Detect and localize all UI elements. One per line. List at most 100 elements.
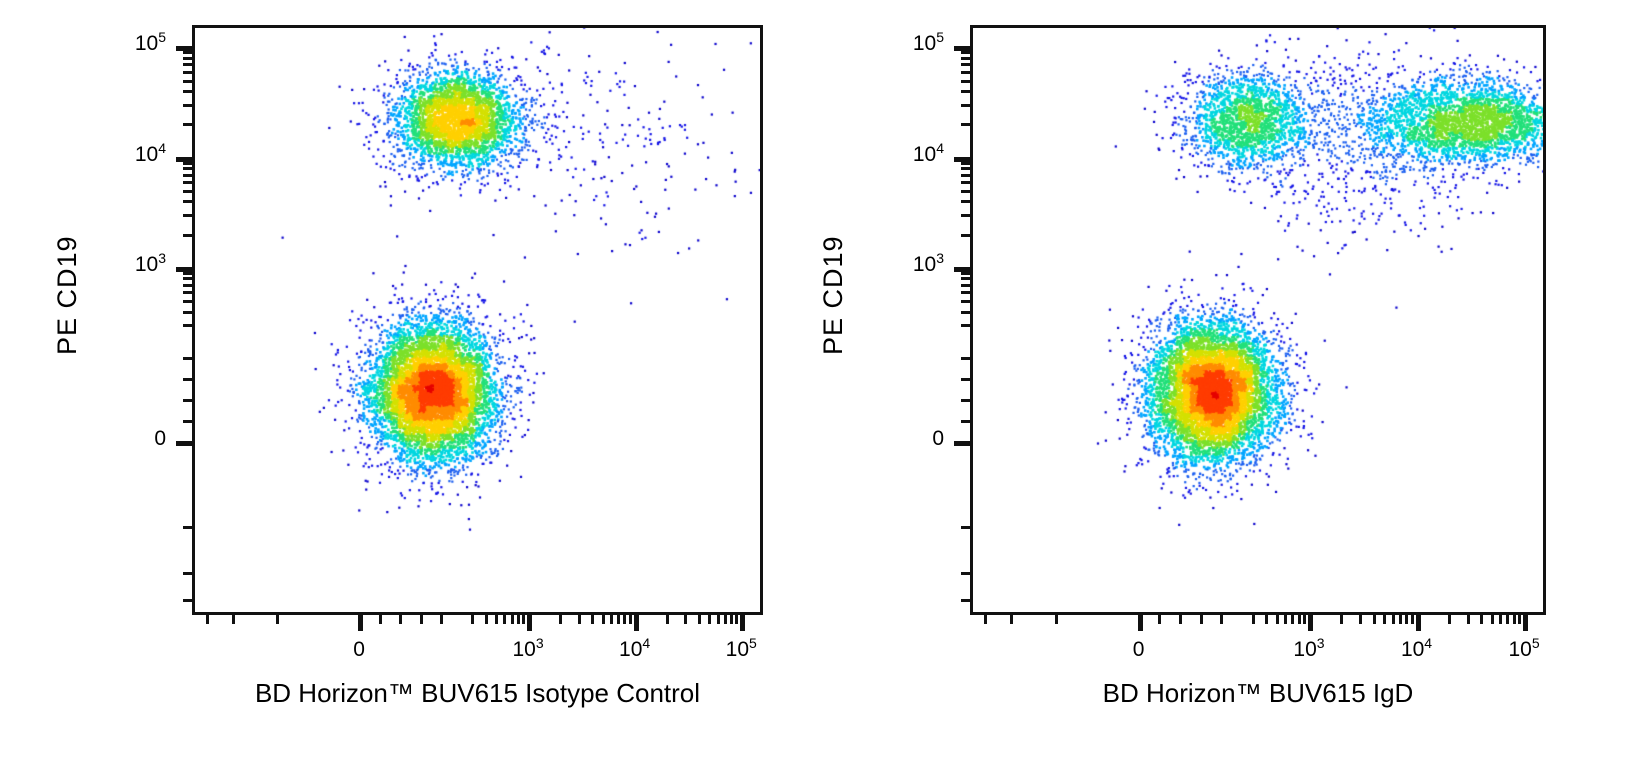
x-major-tick [740, 615, 746, 631]
x-minor-tick [494, 615, 498, 624]
y-minor-tick [183, 123, 192, 127]
y-minor-tick [183, 356, 192, 360]
y-minor-tick [961, 189, 970, 193]
y-minor-tick [961, 399, 970, 403]
y-minor-tick [961, 79, 970, 83]
y-minor-tick [183, 70, 192, 74]
x-tick-label: 103 [1293, 635, 1325, 661]
x-minor-tick [729, 615, 733, 624]
x-minor-tick [591, 615, 595, 624]
x-tick-label: 104 [1400, 635, 1433, 661]
x-minor-tick [1372, 615, 1376, 624]
x-major-tick [633, 615, 639, 631]
y-minor-tick [183, 57, 192, 61]
y-minor-tick [961, 598, 970, 602]
y-minor-tick [183, 310, 192, 314]
x-major-tick [1523, 615, 1529, 631]
y-minor-tick [961, 70, 970, 74]
x-minor-tick [1178, 615, 1182, 624]
x-minor-tick [609, 615, 613, 624]
x-minor-tick [623, 615, 627, 624]
x-minor-tick [1199, 615, 1203, 624]
x-minor-tick [577, 615, 581, 624]
x-minor-tick [503, 615, 507, 624]
y-minor-tick [183, 200, 192, 204]
scatter-plot-left [195, 28, 760, 612]
scatter-canvas-wrap-right [973, 28, 1543, 612]
y-minor-tick [183, 572, 192, 576]
y-minor-tick [183, 214, 192, 218]
y-minor-tick [183, 299, 192, 303]
y-minor-tick [183, 420, 192, 424]
x-minor-tick [1251, 615, 1255, 624]
x-minor-tick [516, 615, 520, 624]
x-minor-tick [1398, 615, 1402, 624]
y-minor-tick [183, 399, 192, 403]
y-minor-tick [183, 291, 192, 295]
y-minor-tick [961, 104, 970, 107]
y-minor-tick [961, 57, 970, 61]
x-minor-tick [684, 615, 688, 624]
x-axis-title-right: BD Horizon™ BUV615 IgD [1102, 678, 1414, 708]
x-minor-tick [617, 615, 621, 624]
x-minor-tick [1512, 615, 1516, 624]
y-tick-label: 104 [134, 139, 166, 166]
y-minor-tick [183, 189, 192, 193]
y-minor-tick [183, 598, 192, 602]
x-tick-label: 0 [353, 638, 365, 661]
y-minor-tick [961, 283, 970, 287]
x-minor-tick [484, 615, 488, 624]
x-minor-tick [1054, 615, 1058, 624]
x-tick-label: 0 [1132, 638, 1145, 661]
x-minor-tick [1284, 615, 1288, 624]
x-major-tick [527, 615, 533, 631]
x-minor-tick [983, 615, 987, 624]
y-minor-tick [961, 161, 970, 165]
x-minor-tick [559, 615, 563, 624]
plot-area-right[interactable] [970, 25, 1546, 615]
x-minor-tick [1297, 615, 1301, 624]
y-minor-tick [183, 526, 192, 530]
y-minor-tick [183, 63, 192, 67]
y-minor-tick [183, 324, 192, 328]
x-minor-tick [1303, 615, 1307, 624]
y-tick-label: 103 [912, 249, 944, 276]
x-minor-tick [522, 615, 526, 624]
y-minor-tick [183, 104, 192, 107]
x-minor-tick [419, 615, 423, 624]
x-minor-tick [1480, 615, 1484, 624]
y-minor-tick [961, 181, 970, 185]
x-minor-tick [665, 615, 669, 624]
x-minor-tick [276, 615, 280, 624]
x-minor-tick [716, 615, 720, 624]
x-minor-tick [471, 615, 475, 624]
y-minor-tick [961, 167, 970, 171]
y-tick-label: 104 [912, 139, 944, 166]
x-tick-label: 104 [619, 635, 651, 661]
x-minor-tick [1499, 615, 1503, 624]
x-minor-tick [1359, 615, 1363, 624]
x-minor-tick [1506, 615, 1510, 624]
x-minor-tick [697, 615, 701, 624]
y-minor-tick [183, 233, 192, 237]
y-minor-tick [961, 63, 970, 67]
x-minor-tick [1447, 615, 1451, 624]
x-minor-tick [1383, 615, 1387, 624]
x-minor-tick [1391, 615, 1395, 624]
x-minor-tick [378, 615, 382, 624]
scatter-plot-right [973, 28, 1543, 612]
y-minor-tick [961, 324, 970, 328]
y-minor-tick [183, 51, 192, 55]
x-tick-label: 105 [725, 635, 757, 661]
y-minor-tick [183, 277, 192, 281]
x-major-tick [1307, 615, 1313, 631]
x-major-tick [358, 615, 364, 631]
y-minor-tick [183, 161, 192, 165]
plot-area-left[interactable] [192, 25, 763, 615]
x-minor-tick [1291, 615, 1295, 624]
x-minor-tick [723, 615, 727, 624]
y-minor-tick [961, 291, 970, 295]
x-minor-tick [205, 615, 209, 624]
y-minor-tick [961, 572, 970, 576]
